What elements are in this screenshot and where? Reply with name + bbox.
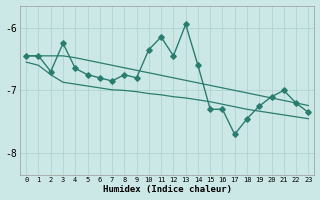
X-axis label: Humidex (Indice chaleur): Humidex (Indice chaleur) xyxy=(103,185,232,194)
